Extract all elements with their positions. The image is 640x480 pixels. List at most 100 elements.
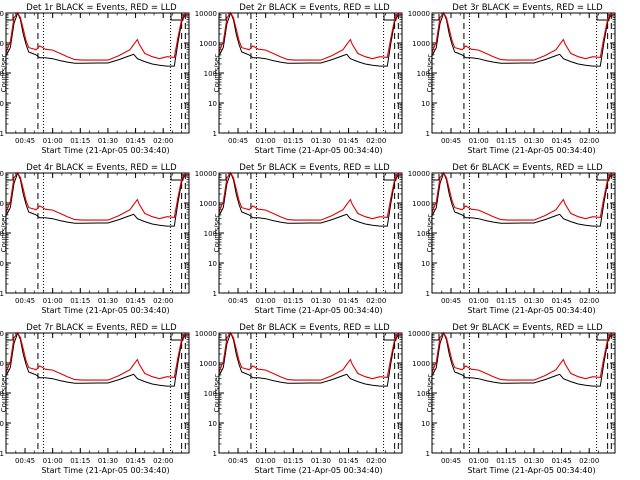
x-tick-label: 01:45 [551,457,571,465]
y-tick-label: 10000 [408,10,430,18]
x-tick-label: 01:45 [125,297,145,305]
y-tick-label: 10 [208,260,217,268]
y-tick-label: 10 [421,260,430,268]
x-tick-label: 01:00 [256,137,276,145]
x-tick-label: 00:45 [228,137,248,145]
y-tick-label: 10000 [0,330,4,338]
panel-title: Det 3r BLACK = Events, RED = LLD [452,3,603,13]
plot-frame [5,172,190,294]
plot-frame [5,332,190,454]
plot-frame [218,12,403,134]
x-tick-label: 00:45 [228,457,248,465]
series-lld-line [218,172,402,221]
x-tick-label: 02:00 [366,457,386,465]
plot-frame [431,12,616,134]
y-tick-label: 1 [426,130,430,138]
x-tick-label: 01:45 [125,457,145,465]
x-axis-label: Start Time (21-Apr-05 00:34:40) [41,306,169,315]
x-tick-label: 02:00 [579,137,599,145]
panel-title: Det 8r BLACK = Events, RED = LLD [239,323,390,333]
x-tick-label: 01:15 [70,457,90,465]
y-tick-label: 1000 [199,360,217,368]
panel-7: Det 7r BLACK = Events, RED = LLD Counts/s… [0,323,190,475]
x-tick-label: 01:15 [70,137,90,145]
panel-4: Det 4r BLACK = Events, RED = LLD Counts/s… [0,163,190,315]
panel-title: Det 5r BLACK = Events, RED = LLD [239,163,390,173]
x-tick-label: 01:00 [469,297,489,305]
series-events-line [5,11,189,67]
series-events-line [431,171,615,227]
corner-marker [433,334,440,341]
y-tick-label: 100 [0,70,4,78]
corner-marker [433,14,440,21]
x-tick-label: 01:45 [551,137,571,145]
x-tick-label: 01:45 [338,137,358,145]
y-tick-label: 1 [0,450,4,458]
series-lld-line [431,332,615,381]
x-tick-label: 01:00 [469,457,489,465]
y-tick-label: 1000 [0,360,4,368]
corner-marker [433,174,440,181]
x-tick-label: 00:45 [15,457,35,465]
corner-marker [220,334,227,341]
y-tick-label: 10000 [0,10,4,18]
y-tick-label: 10000 [195,170,217,178]
y-tick-label: 10 [208,420,217,428]
y-axis-label: Counts/sec [213,54,221,93]
corner-marker [220,14,227,21]
panel-title: Det 9r BLACK = Events, RED = LLD [452,323,603,333]
series-events-line [431,331,615,387]
x-tick-label: 00:45 [228,297,248,305]
x-tick-label: 02:00 [153,297,173,305]
y-tick-label: 10 [0,260,4,268]
x-tick-label: 01:00 [469,137,489,145]
y-tick-label: 100 [204,70,217,78]
x-tick-label: 01:15 [496,137,516,145]
y-tick-label: 10000 [0,170,4,178]
series-events-line [218,171,402,227]
x-tick-label: 01:15 [70,297,90,305]
y-tick-label: 10 [0,100,4,108]
y-axis-label: Counts/sec [426,374,434,413]
panel-2: Det 2r BLACK = Events, RED = LLD Counts/s… [195,3,403,155]
x-tick-label: 00:45 [15,297,35,305]
y-tick-label: 100 [204,390,217,398]
y-tick-label: 10 [208,100,217,108]
y-tick-label: 10000 [408,170,430,178]
y-tick-label: 1000 [199,40,217,48]
x-tick-label: 01:30 [524,297,544,305]
x-tick-label: 01:30 [98,137,118,145]
x-tick-label: 01:45 [338,297,358,305]
panel-title: Det 6r BLACK = Events, RED = LLD [452,163,603,173]
y-tick-label: 100 [417,230,430,238]
x-tick-label: 00:45 [441,457,461,465]
corner-marker [383,14,392,21]
series-lld-line [218,332,402,381]
y-axis-label: Counts/sec [0,374,8,413]
plot-frame [431,172,616,294]
x-tick-label: 01:15 [496,297,516,305]
corner-marker [170,334,179,341]
y-tick-label: 10 [421,420,430,428]
y-tick-label: 1 [426,290,430,298]
panel-6: Det 6r BLACK = Events, RED = LLD Counts/s… [408,163,616,315]
x-tick-label: 01:30 [311,297,331,305]
y-axis-label: Counts/sec [0,214,8,253]
x-axis-label: Start Time (21-Apr-05 00:34:40) [254,466,382,475]
x-tick-label: 01:00 [43,457,63,465]
y-tick-label: 1 [213,450,217,458]
x-tick-label: 00:45 [441,297,461,305]
y-axis-label: Counts/sec [0,54,8,93]
x-tick-label: 00:45 [15,137,35,145]
plot-frame [218,332,403,454]
series-lld-line [218,12,402,61]
y-axis-label: Counts/sec [426,54,434,93]
series-events-line [431,11,615,67]
y-tick-label: 10000 [195,10,217,18]
series-lld-line [5,12,189,61]
y-axis-label: Counts/sec [426,214,434,253]
x-tick-label: 01:15 [283,297,303,305]
y-axis-label: Counts/sec [213,214,221,253]
x-tick-label: 02:00 [153,457,173,465]
